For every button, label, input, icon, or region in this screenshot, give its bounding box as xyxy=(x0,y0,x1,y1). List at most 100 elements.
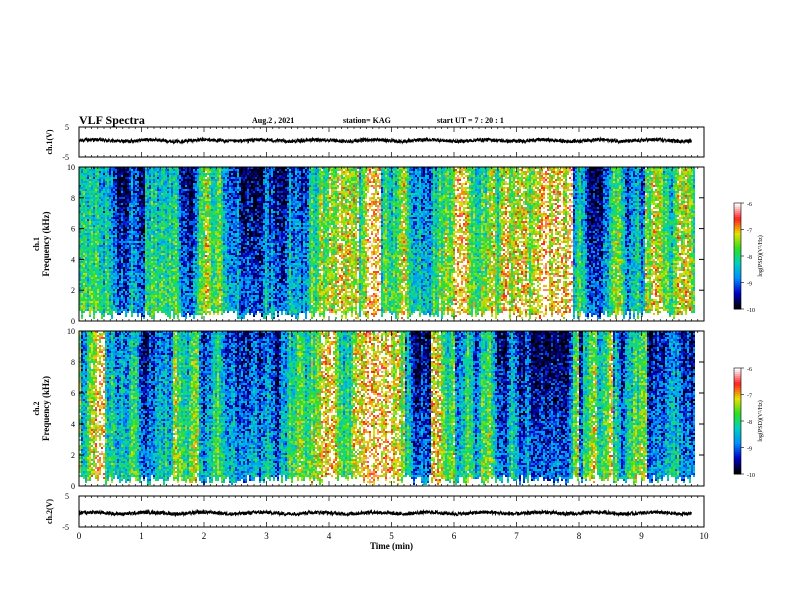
ch1-spectrogram-cell xyxy=(129,293,131,295)
ch1-spectrogram-cell xyxy=(129,171,131,173)
ch1-spectrogram-cell xyxy=(137,247,139,249)
ch1-spectrogram-cell xyxy=(83,249,85,251)
ch1-spectrogram-cell xyxy=(139,247,141,249)
ch1-spectrogram-cell xyxy=(161,263,163,265)
ch1-spectrogram-cell xyxy=(159,201,161,203)
ch1-spectrogram-cell xyxy=(155,229,157,231)
ch1-spectrogram-cell xyxy=(127,201,129,203)
ch1-spectrogram-cell xyxy=(147,273,149,275)
ch1-spectrogram-cell xyxy=(169,177,171,179)
ch1-spectrogram-cell xyxy=(119,251,121,253)
ch1-spectrogram-cell xyxy=(153,189,155,191)
ch1-spectrogram-cell xyxy=(101,177,103,179)
ch1-spectrogram-cell xyxy=(119,229,121,231)
ch1-spectrogram-cell xyxy=(127,311,129,313)
ch1-spectrogram-cell xyxy=(101,169,103,171)
ch1-spectrogram-cell xyxy=(85,241,87,243)
ch1-spectrogram-cell xyxy=(133,223,135,225)
ch1-spectrogram-cell xyxy=(93,259,95,261)
ch1-spectrogram-cell xyxy=(165,269,167,271)
ch1-spectrogram-cell xyxy=(137,219,139,221)
ch1-spectrogram-cell xyxy=(163,225,165,227)
ch1-spectrogram-cell xyxy=(93,289,95,291)
ch1-spectrogram-cell xyxy=(119,299,121,301)
ch1-spectrogram-cell xyxy=(165,287,167,289)
ch1-spectrogram-cell xyxy=(149,183,151,185)
ch1-spectrogram-cell xyxy=(105,265,107,267)
ch1-spectrogram-cell xyxy=(125,257,127,259)
ch1-spectrogram-cell xyxy=(139,273,141,275)
ch1-spectrogram-cell xyxy=(123,219,125,221)
ch1-spectrogram-cell xyxy=(121,293,123,295)
ch1-spectrogram-cell xyxy=(103,187,105,189)
ch1-spectrogram-cell xyxy=(133,193,135,195)
ch1-spectrogram-cell xyxy=(143,315,145,317)
ch1-spectrogram-cell xyxy=(93,169,95,171)
ch1-spectrogram-cell xyxy=(99,249,101,251)
ch1-spectrogram-cell xyxy=(163,209,165,211)
ch1-spectrogram-cell xyxy=(139,211,141,213)
ch1-spectrogram-cell xyxy=(165,289,167,291)
ch1-spectrogram-cell xyxy=(127,307,129,309)
ch1-spectrogram-cell xyxy=(135,295,137,297)
ch1-spectrogram-cell xyxy=(119,171,121,173)
ch1-spectrogram-cell xyxy=(95,181,97,183)
ch1-spectrogram-cell xyxy=(119,243,121,245)
ch1-spectrogram-cell xyxy=(107,291,109,293)
ch1-spectrogram-cell xyxy=(159,231,161,233)
ch1-spectrogram-cell xyxy=(89,315,91,317)
ch1-spectrogram-cell xyxy=(167,203,169,205)
ch1-spectrogram-cell xyxy=(147,249,149,251)
ch1-spectrogram-cell xyxy=(105,195,107,197)
ch1-spectrogram-cell xyxy=(155,307,157,309)
ch1-spectrogram-cell xyxy=(125,211,127,213)
ch1-spectrogram-cell xyxy=(117,213,119,215)
ch1-spectrogram-cell xyxy=(115,213,117,215)
ch1-spectrogram-cell xyxy=(145,301,147,303)
ch1-spectrogram-cell xyxy=(167,229,169,231)
ch1-spectrogram-cell xyxy=(101,195,103,197)
ch1-spectrogram-cell xyxy=(157,227,159,229)
ch1-spectrogram-cell xyxy=(133,183,135,185)
ch1-spectrogram-cell xyxy=(127,225,129,227)
ch1-spectrogram-cell xyxy=(89,245,91,247)
ch1-spectrogram-cell xyxy=(161,269,163,271)
ch1-spectrogram-cell xyxy=(153,169,155,171)
ch1-spectrogram-cell xyxy=(129,295,131,297)
ch1-spectrogram-cell xyxy=(107,253,109,255)
ch1-spectrogram-cell xyxy=(141,265,143,267)
ch1-spectrogram-cell xyxy=(133,171,135,173)
ch1-spectrogram-cell xyxy=(81,243,83,245)
ch1-spectrogram-cell xyxy=(129,185,131,187)
ch1-spectrogram-cell xyxy=(97,291,99,293)
ch1-spectrogram-cell xyxy=(141,297,143,299)
ch1-spectrogram-cell xyxy=(117,171,119,173)
ch1-spectrogram-cell xyxy=(163,267,165,269)
ch1-spectrogram-cell xyxy=(127,203,129,205)
ch1-spectrogram-cell xyxy=(93,253,95,255)
ch1-spectrogram-cell xyxy=(141,311,143,313)
ch1-spectrogram-cell xyxy=(105,283,107,285)
ch1-spectrogram-cell xyxy=(125,171,127,173)
ch1-spectrogram-cell xyxy=(157,267,159,269)
ch1-spectrogram-cell xyxy=(157,273,159,275)
ch1-spectrogram-cell xyxy=(91,257,93,259)
ch1-spectrogram-cell xyxy=(135,299,137,301)
ch1-spectrogram-cell xyxy=(135,279,137,281)
ch1-spectrogram-cell xyxy=(135,287,137,289)
ch1-spectrogram-cell xyxy=(121,299,123,301)
ch1-spectrogram-cell xyxy=(107,263,109,265)
ch1-spectrogram-cell xyxy=(101,173,103,175)
ch1-spectrogram-cell xyxy=(97,233,99,235)
ch1-spectrogram-cell xyxy=(151,299,153,301)
ch1-spectrogram-cell xyxy=(113,259,115,261)
ch1-spectrogram-cell xyxy=(131,303,133,305)
ch1-spectrogram-cell xyxy=(103,291,105,293)
ch1-spectrogram-cell xyxy=(93,293,95,295)
ch1-spectrogram-cell xyxy=(159,297,161,299)
ch1-spectrogram-cell xyxy=(115,189,117,191)
ch1-spectrogram-cell xyxy=(113,189,115,191)
ch1-spectrogram-cell xyxy=(135,291,137,293)
ch1-spectrogram-cell xyxy=(81,271,83,273)
ch1-spectrogram-cell xyxy=(89,203,91,205)
